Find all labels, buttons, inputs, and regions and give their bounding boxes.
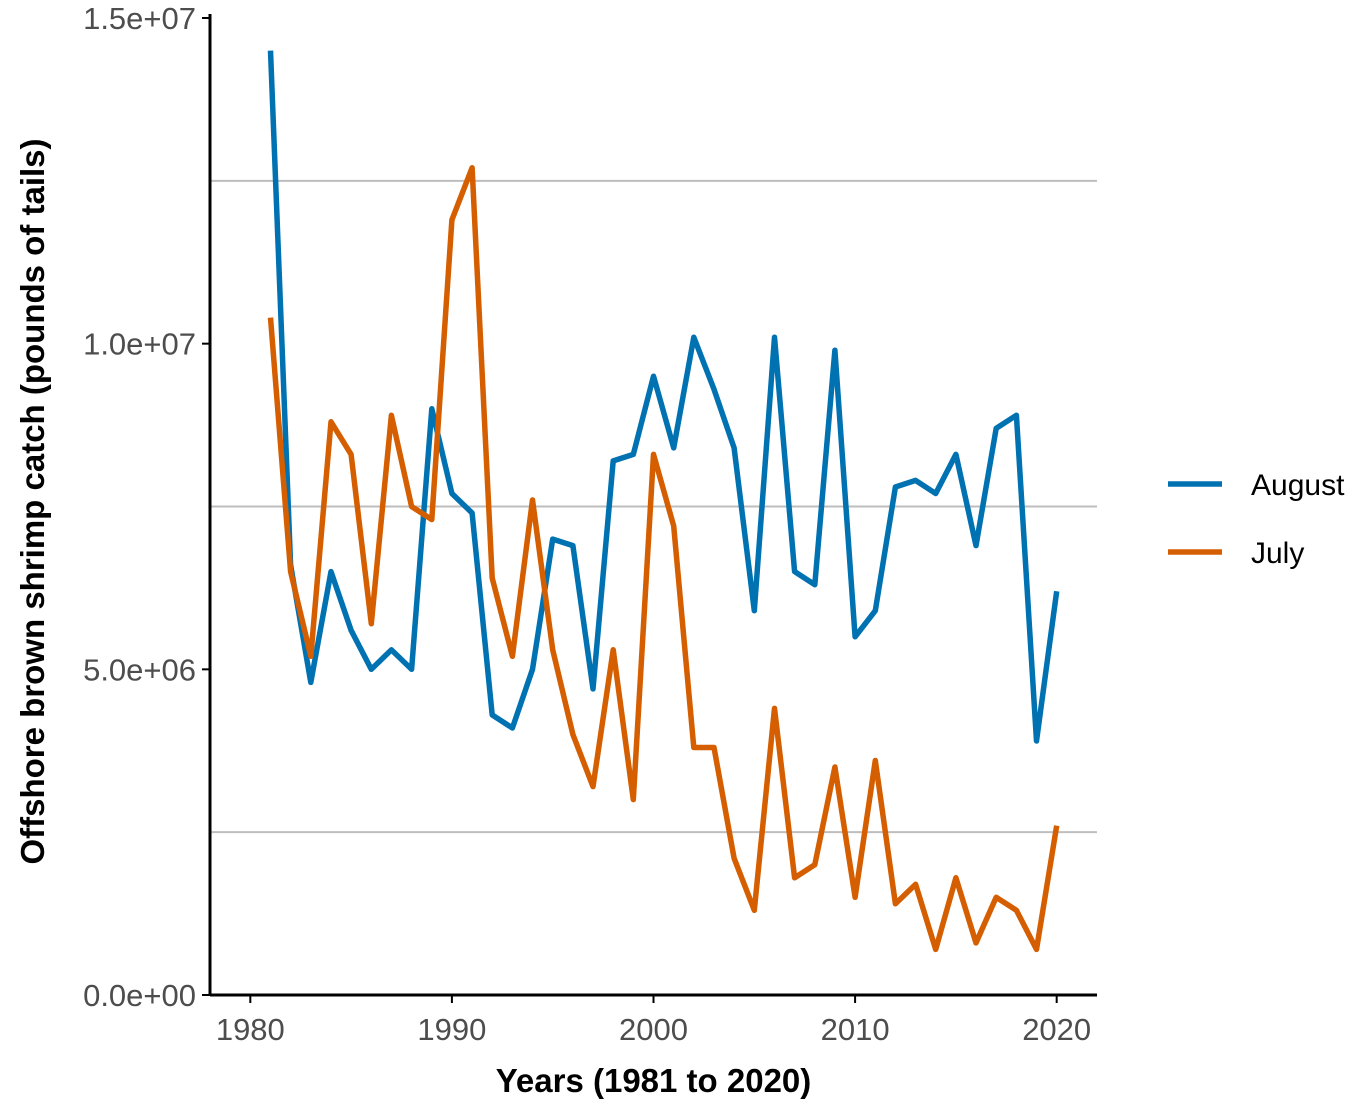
y-tick-label: 1.0e+07 (83, 327, 196, 362)
y-tick-label: 5.0e+06 (83, 652, 196, 687)
series-line-august (267, 50, 1060, 744)
legend-label-july: July (1251, 537, 1304, 570)
gridlines (210, 179, 1097, 834)
legend-label-august: August (1251, 469, 1345, 502)
x-axis-ticks: 1980 1990 2000 2010 2020 (216, 995, 1091, 1047)
x-tick-label: 2020 (1022, 1012, 1091, 1047)
y-tick-label: 1.5e+07 (83, 1, 196, 36)
series-line-july (267, 165, 1060, 953)
x-tick-label: 1980 (216, 1012, 285, 1047)
series-lines (267, 50, 1060, 953)
x-tick-label: 2010 (821, 1012, 890, 1047)
legend: August July (1168, 469, 1345, 570)
y-tick-label: 0.0e+00 (83, 978, 196, 1013)
axes (208, 14, 1097, 997)
y-axis-title: Offshore brown shrimp catch (pounds of t… (14, 138, 51, 864)
x-tick-label: 1990 (417, 1012, 486, 1047)
x-tick-label: 2000 (619, 1012, 688, 1047)
y-axis-ticks: 0.0e+00 5.0e+06 1.0e+07 1.5e+07 (83, 1, 210, 1013)
x-axis-title: Years (1981 to 2020) (496, 1062, 812, 1099)
